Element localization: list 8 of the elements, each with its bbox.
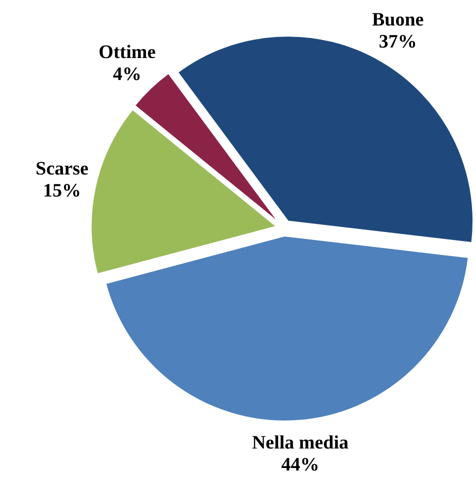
data-label: 15%: [43, 180, 82, 202]
slice-label: Nella media: [252, 432, 350, 454]
slice-label: Ottime: [98, 42, 156, 63]
data-label: 4%: [112, 64, 142, 85]
data-label: 37%: [378, 32, 417, 53]
slice-label: Buone: [372, 10, 424, 31]
slice-label: Scarse: [36, 158, 88, 180]
data-label: 44%: [281, 454, 320, 476]
